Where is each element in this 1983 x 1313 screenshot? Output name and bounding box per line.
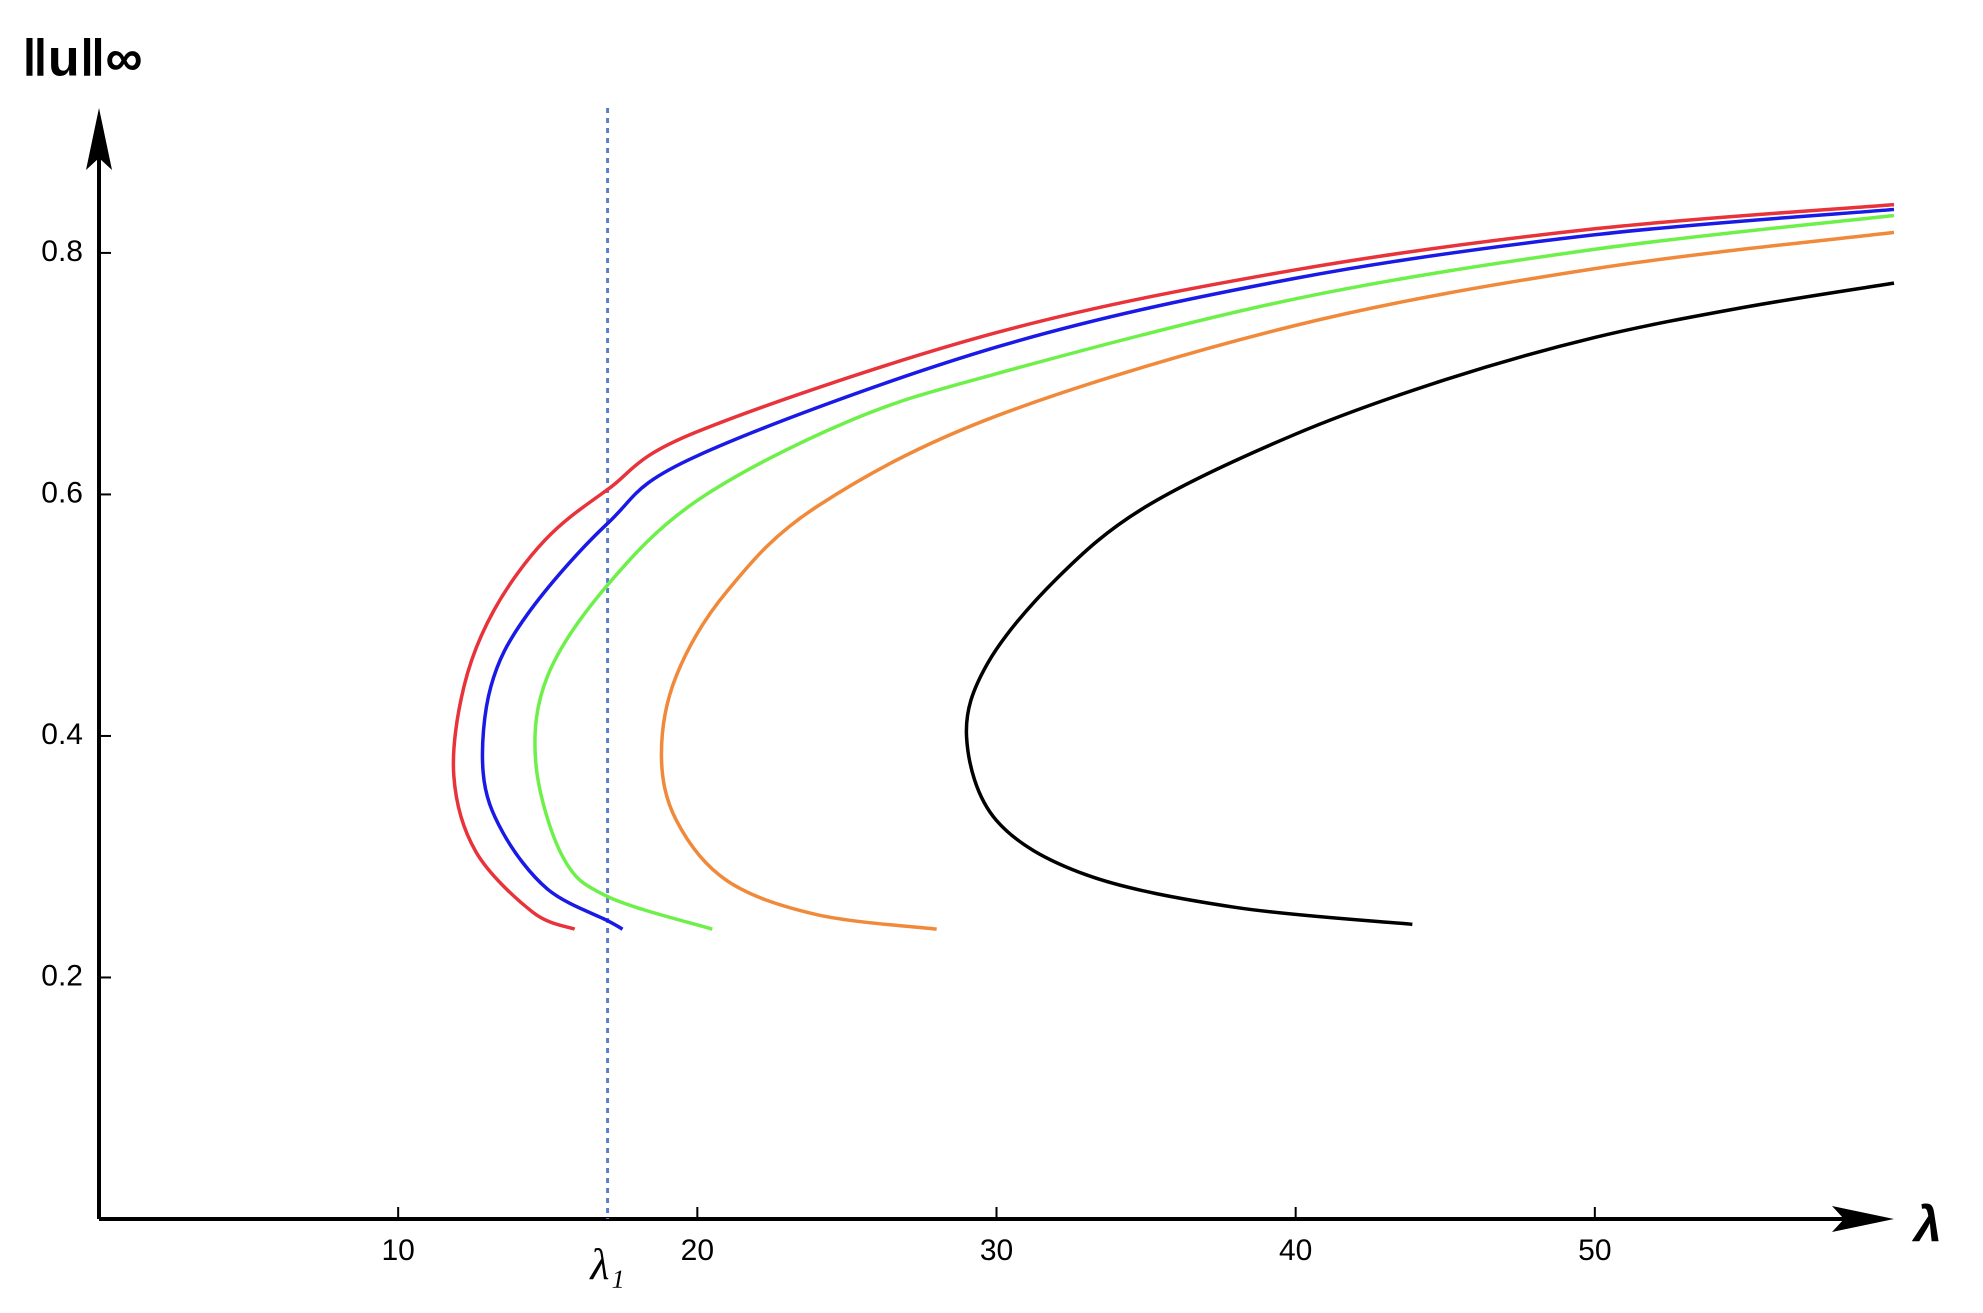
x-axis-label: λ bbox=[1911, 1196, 1942, 1252]
x-axis-arrow bbox=[1832, 1206, 1894, 1232]
y-axis-label: ‖u‖∞ bbox=[22, 30, 143, 88]
curve bbox=[451, 202, 1895, 931]
y-tick-label: 0.4 bbox=[41, 718, 83, 751]
annotation: λ₁ bbox=[588, 1240, 624, 1289]
curve bbox=[533, 213, 1895, 931]
y-axis-arrow bbox=[86, 108, 112, 170]
y-tick-label: 0.8 bbox=[41, 235, 83, 268]
y-tick-label: 0.2 bbox=[41, 959, 83, 992]
x-tick-label: 30 bbox=[980, 1234, 1013, 1267]
x-tick-label: 50 bbox=[1578, 1234, 1611, 1267]
x-tick-label: 20 bbox=[681, 1234, 714, 1267]
x-tick-label: 40 bbox=[1279, 1234, 1312, 1267]
curve bbox=[480, 207, 1895, 931]
curve bbox=[964, 281, 1895, 927]
x-tick-label: 10 bbox=[381, 1234, 414, 1267]
y-tick-label: 0.6 bbox=[41, 476, 83, 509]
curve bbox=[659, 230, 1895, 931]
